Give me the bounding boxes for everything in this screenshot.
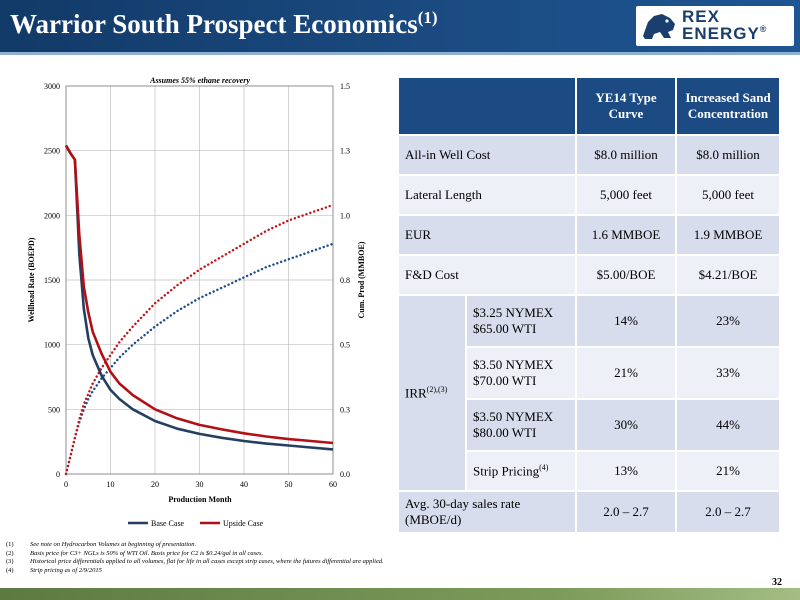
y-axis-ticks: 0 500 1000 1500 2000 2500 3000 (44, 82, 60, 479)
y-tick-label: 0 (56, 470, 60, 479)
y2-tick-label: 0.8 (340, 276, 350, 285)
irr-scenario: Strip Pricing(4) (465, 450, 577, 492)
row-label: F&D Cost (397, 254, 577, 296)
y-axis-title: Wellhead Rate (BOEPD) (27, 237, 36, 322)
cell-value: 13% (575, 450, 677, 492)
economics-table: YE14 Type Curve Increased Sand Concentra… (397, 76, 781, 534)
irr-label: IRR (405, 385, 427, 401)
x-tick-label: 50 (285, 480, 293, 489)
x-tick-label: 10 (107, 480, 115, 489)
chart-grid (65, 85, 334, 475)
cell-value: 44% (675, 398, 781, 452)
table-row: F&D Cost $5.00/BOE $4.21/BOE (397, 254, 781, 296)
cell-value: 23% (675, 294, 781, 348)
table-row: Avg. 30-day sales rate (MBOE/d) 2.0 – 2.7… (397, 490, 781, 534)
irr-footnote-ref: (2),(3) (426, 384, 448, 394)
cell-value: 1.6 MMBOE (575, 214, 677, 256)
table-header-row: YE14 Type Curve Increased Sand Concentra… (397, 76, 781, 136)
cell-value: 21% (675, 450, 781, 492)
x-tick-label: 0 (64, 480, 68, 489)
irr-label-cell: IRR(2),(3) (397, 294, 467, 492)
footnote: (4) Strip pricing as of 2/9/2015 (6, 566, 102, 574)
y-tick-label: 1000 (44, 341, 60, 350)
row-label: EUR (397, 214, 577, 256)
page-title: Warrior South Prospect Economics(1) (10, 9, 438, 40)
x-tick-label: 20 (151, 480, 159, 489)
lion-icon (643, 14, 675, 39)
table-row: $3.50 NYMEX $80.00 WTI 30% 44% (398, 398, 781, 452)
series-line-upside-case (64, 144, 334, 445)
cell-value: 30% (575, 398, 677, 452)
cell-value: $8.0 million (575, 134, 677, 176)
table-row: All-in Well Cost $8.0 million $8.0 milli… (397, 134, 781, 176)
cell-value: 2.0 – 2.7 (675, 490, 781, 534)
row-label: All-in Well Cost (397, 134, 577, 176)
page-title-text: Warrior South Prospect Economics (10, 9, 418, 39)
cell-value: 14% (575, 294, 677, 348)
legend-label-upside: Upside Case (223, 519, 264, 528)
series-line-base-case (64, 144, 334, 451)
logo-word-energy: ENERGY® (682, 24, 768, 43)
footnote: (1) See note on Hydrocarbon Volumes at be… (6, 541, 197, 548)
col-header-ye14: YE14 Type Curve (575, 76, 677, 136)
y-tick-label: 2500 (44, 147, 60, 156)
footnote: (2) Basis price for C3+ NGLs is 50% of WT… (6, 549, 264, 557)
cell-value: 21% (575, 346, 677, 400)
header-rule (0, 52, 800, 55)
title-footnote-ref: (1) (417, 8, 438, 27)
chart-annotation: Assumes 55% ethane recovery (149, 76, 250, 85)
chart-legend: Base Case Upside Case (128, 519, 264, 528)
footer-bar (0, 588, 800, 600)
table-header-corner (397, 76, 577, 136)
table-row: $3.50 NYMEX $70.00 WTI 21% 33% (398, 346, 781, 400)
irr-scenario: $3.50 NYMEX $80.00 WTI (465, 398, 577, 452)
page-number: 32 (772, 577, 782, 588)
y-tick-label: 2000 (44, 211, 60, 220)
table-row: IRR(2),(3) $3.25 NYMEX $65.00 WTI 14% 23% (397, 294, 781, 492)
table-row: Lateral Length 5,000 feet 5,000 feet (397, 174, 781, 216)
y-tick-label: 500 (48, 405, 60, 414)
chart-series (64, 144, 335, 476)
row-label: Lateral Length (397, 174, 577, 216)
y-tick-label: 3000 (44, 82, 60, 91)
y2-axis-title: Cum. Prod (MMBOE) (357, 241, 366, 318)
table-row: Strip Pricing(4) 13% 21% (398, 450, 781, 492)
col-header-sand: Increased Sand Concentration (675, 76, 781, 136)
y2-tick-label: 1.0 (340, 211, 350, 220)
y-tick-label: 1500 (44, 276, 60, 285)
cell-value: 2.0 – 2.7 (575, 490, 677, 534)
row-label: Avg. 30-day sales rate (MBOE/d) (397, 490, 577, 534)
y2-axis-ticks: 0.0 0.3 0.5 0.8 1.0 1.3 1.5 (340, 82, 350, 479)
y2-tick-label: 1.5 (340, 82, 350, 91)
plot-area-border (65, 85, 334, 475)
cell-value: $4.21/BOE (675, 254, 781, 296)
irr-scenario: $3.50 NYMEX $70.00 WTI (465, 346, 577, 400)
y2-tick-label: 0.0 (340, 470, 350, 479)
irr-scenario: $3.25 NYMEX $65.00 WTI (465, 294, 577, 348)
company-logo: REX ENERGY® (636, 6, 794, 46)
table-row: EUR 1.6 MMBOE 1.9 MMBOE (397, 214, 781, 256)
y2-tick-label: 0.5 (340, 341, 350, 350)
title-bar: Warrior South Prospect Economics(1) REX … (0, 0, 800, 52)
cell-value: 33% (675, 346, 781, 400)
legend-label-base: Base Case (151, 519, 185, 528)
footnotes: (1) See note on Hydrocarbon Volumes at be… (6, 541, 384, 575)
y2-tick-label: 1.3 (340, 147, 350, 156)
cell-value: 5,000 feet (675, 174, 781, 216)
x-axis-title: Production Month (168, 495, 232, 504)
x-tick-label: 60 (329, 480, 337, 489)
x-axis-ticks: 0 10 20 30 40 50 60 (64, 480, 337, 489)
series-line-base-cum (64, 242, 335, 476)
cell-value: $5.00/BOE (575, 254, 677, 296)
cell-value: 5,000 feet (575, 174, 677, 216)
logo-word-rex: REX (682, 7, 720, 26)
cell-value: $8.0 million (675, 134, 781, 176)
x-tick-label: 30 (196, 480, 204, 489)
production-chart: Assumes 55% ethane recovery 0 10 20 30 40 50 6… (27, 76, 366, 528)
cell-value: 1.9 MMBOE (675, 214, 781, 256)
x-tick-label: 40 (240, 480, 248, 489)
y2-tick-label: 0.3 (340, 405, 350, 414)
footnote: (3) Historical price differentials applie… (6, 558, 384, 566)
series-line-upside-cum (64, 203, 335, 476)
